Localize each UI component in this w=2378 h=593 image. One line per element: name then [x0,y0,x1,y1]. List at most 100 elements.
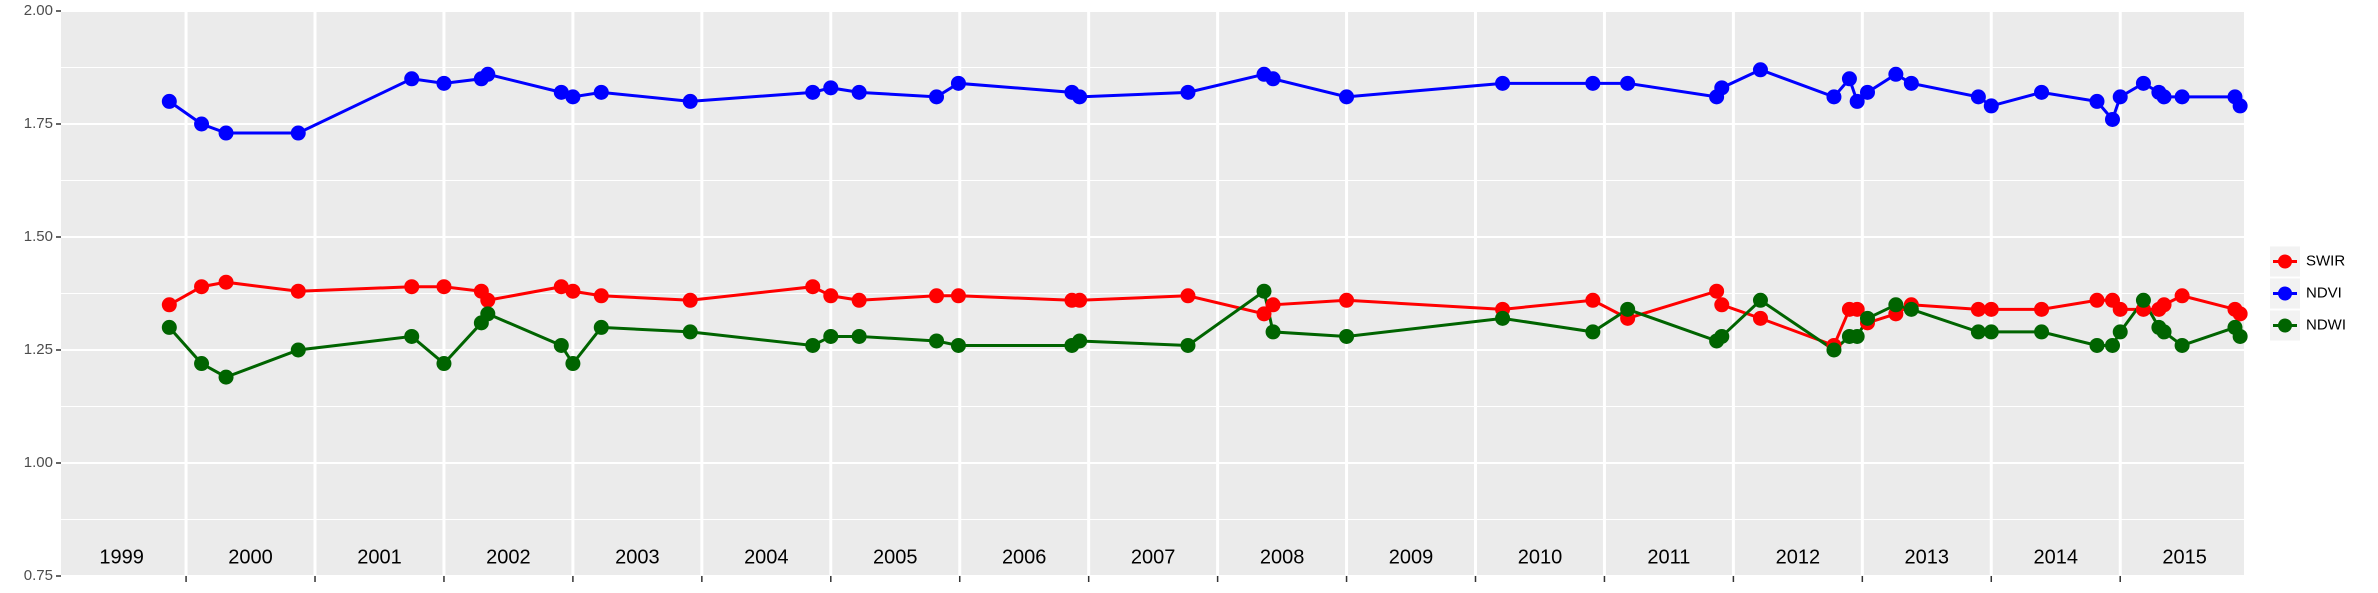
point [1752,310,1768,326]
x-tick-label: 2011 [1647,546,1690,568]
point [1339,328,1355,344]
point [593,84,609,100]
point [2112,324,2128,340]
point [2104,337,2120,353]
point [1752,62,1768,78]
point [480,66,496,82]
point [194,279,210,295]
point [682,93,698,109]
y-tick-label: 1.00 [24,454,53,471]
point [823,328,839,344]
point [1970,89,1986,105]
point [290,283,306,299]
point [2135,292,2151,308]
point [2232,328,2248,344]
point [950,337,966,353]
point [593,288,609,304]
y-tick-label: 0.75 [24,567,53,584]
point [929,333,945,349]
point [1826,342,1842,358]
point [2089,292,2105,308]
point [823,80,839,96]
point [2104,111,2120,127]
marks [161,62,2248,385]
point [436,75,452,91]
point [161,297,177,313]
point [1859,310,1875,326]
legend-label: SWIR [2306,252,2345,269]
point [851,84,867,100]
point [2232,306,2248,322]
point [290,125,306,141]
point [404,279,420,295]
point [553,84,569,100]
point [593,319,609,335]
point [1585,292,1601,308]
point [1714,80,1730,96]
point [161,319,177,335]
point [950,288,966,304]
point [1752,292,1768,308]
point [1620,75,1636,91]
point [1983,324,1999,340]
point [1180,288,1196,304]
point [1180,337,1196,353]
point [1859,84,1875,100]
legend-point [2278,286,2292,301]
point [553,337,569,353]
x-tick-label: 2010 [1518,546,1563,568]
point [1265,71,1281,87]
point [2156,324,2172,340]
point [436,356,452,372]
point [565,283,581,299]
x-tick-label: 2006 [1002,546,1047,568]
x-tick-label: 2012 [1776,546,1821,568]
point [194,116,210,132]
point [2232,98,2248,114]
point [805,84,821,100]
point [218,125,234,141]
point [290,342,306,358]
y-tick-label: 1.50 [24,228,53,245]
point [194,356,210,372]
point [2112,301,2128,317]
point [1826,89,1842,105]
legend-point [2278,254,2292,269]
point [1888,66,1904,82]
point [1970,324,1986,340]
x-tick-label: 2004 [744,546,789,568]
point [929,288,945,304]
point [682,324,698,340]
point [1849,93,1865,109]
x-tick-label: 2000 [228,546,273,568]
x-tick-label: 2013 [1905,546,1950,568]
point [480,292,496,308]
point [2156,297,2172,313]
point [851,292,867,308]
point [1495,75,1511,91]
point [2156,89,2172,105]
point [1072,292,1088,308]
point [2174,288,2190,304]
point [1256,283,1272,299]
point [1714,328,1730,344]
point [553,279,569,295]
y-tick-label: 1.25 [24,341,53,358]
point [929,89,945,105]
x-tick-label: 2008 [1260,546,1305,568]
point [1585,324,1601,340]
point [950,75,966,91]
point [1888,297,1904,313]
point [1849,301,1865,317]
legend-label: NDVI [2306,284,2342,301]
point [404,71,420,87]
point [1495,310,1511,326]
point [2034,301,2050,317]
point [682,292,698,308]
point [480,306,496,322]
point [2089,93,2105,109]
legend-label: NDWI [2306,316,2346,333]
x-tick-label: 2005 [873,546,918,568]
